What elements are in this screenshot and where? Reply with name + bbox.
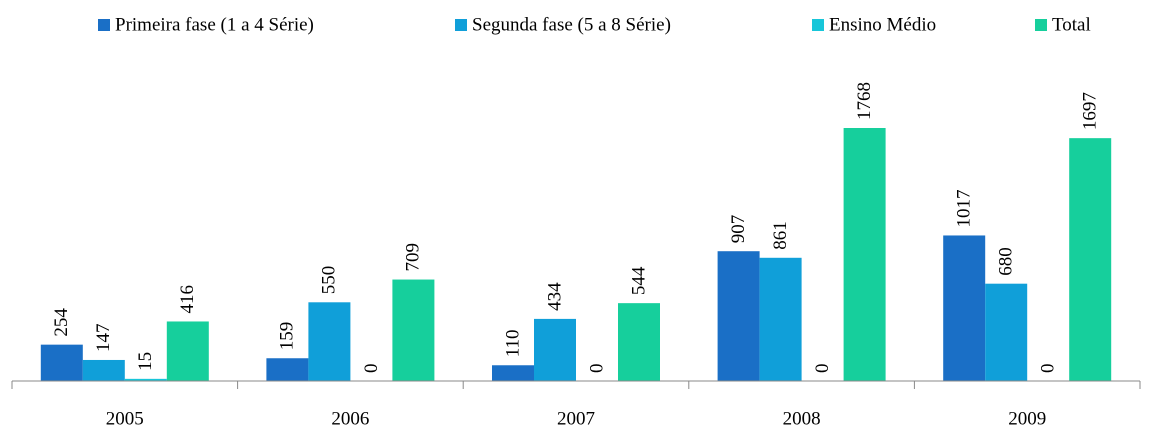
data-label: 1768 — [854, 82, 875, 120]
x-tick-label: 2007 — [557, 408, 595, 429]
data-label: 550 — [319, 266, 340, 295]
data-label: 1697 — [1080, 92, 1101, 130]
data-label: 15 — [135, 352, 156, 371]
bar — [40, 344, 83, 381]
data-label: 416 — [177, 285, 198, 314]
data-label: 159 — [277, 322, 298, 351]
bar — [124, 378, 167, 381]
data-label: 434 — [544, 282, 565, 311]
data-label: 147 — [93, 323, 114, 352]
legend-label: Total — [1052, 14, 1091, 35]
legend-label: Primeira fase (1 a 4 Série) — [115, 14, 314, 35]
bar — [618, 303, 660, 381]
x-tick-label: 2009 — [1008, 408, 1046, 429]
data-label: 0 — [1038, 364, 1059, 374]
legend-swatch — [812, 19, 824, 31]
data-label: 110 — [502, 329, 523, 357]
bar — [392, 279, 435, 381]
legend-swatch — [455, 19, 467, 31]
bar — [843, 128, 886, 381]
x-tick-label: 2008 — [783, 408, 821, 429]
legend-swatch — [1035, 19, 1047, 31]
legend-swatch — [98, 19, 110, 31]
x-tick-label: 2006 — [331, 408, 369, 429]
data-label: 254 — [51, 308, 72, 337]
bar — [943, 235, 986, 381]
bar — [1069, 138, 1112, 381]
bar — [266, 358, 309, 381]
bar — [166, 321, 209, 381]
x-tick-label: 2005 — [106, 408, 144, 429]
legend-label: Ensino Médio — [829, 14, 936, 35]
bar — [492, 365, 534, 381]
data-label: 907 — [728, 215, 749, 244]
data-label: 1017 — [954, 189, 975, 227]
data-label: 709 — [403, 243, 424, 272]
bar — [717, 251, 760, 381]
data-label: 680 — [996, 247, 1017, 275]
bar — [985, 283, 1028, 381]
data-label: 544 — [628, 266, 649, 295]
bar — [759, 257, 802, 381]
data-label: 0 — [586, 364, 607, 374]
data-label: 0 — [812, 364, 833, 374]
data-label: 861 — [770, 221, 791, 250]
bar — [308, 302, 351, 381]
bar — [82, 359, 125, 381]
bar — [534, 318, 576, 381]
data-label: 0 — [361, 364, 382, 374]
legend-label: Segunda fase (5 a 8 Série) — [472, 14, 671, 35]
